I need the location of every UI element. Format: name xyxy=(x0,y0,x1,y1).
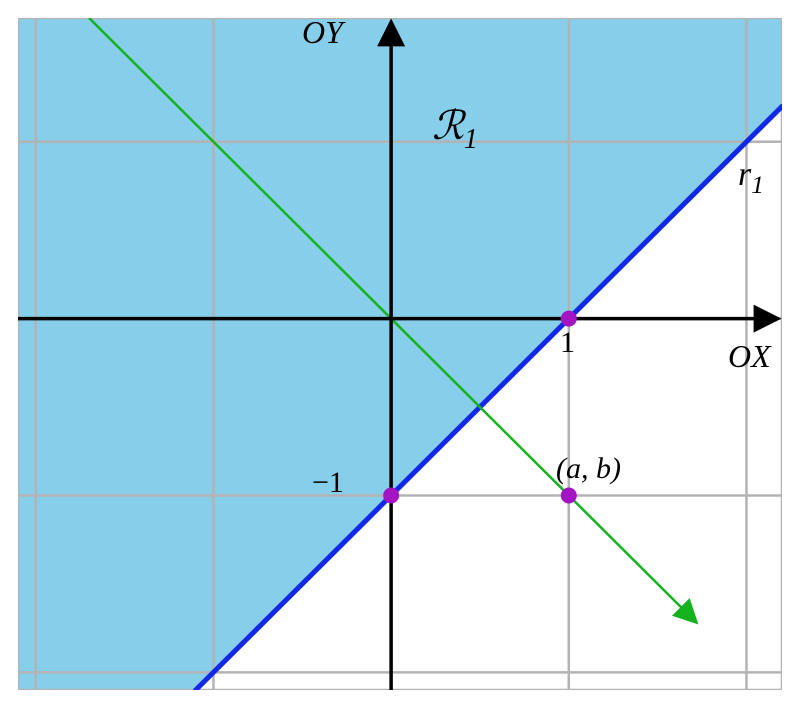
line-label-r1: r1 xyxy=(738,156,764,200)
region-label-r1: ℛ1 xyxy=(432,102,478,156)
axis-label-ox: OX xyxy=(728,338,771,375)
region-chart: OY OX ℛ1 r1 1 −1 (a, b) xyxy=(0,0,800,708)
chart-svg xyxy=(0,0,800,708)
tick-label-one: 1 xyxy=(560,326,575,360)
point-label-ab: (a, b) xyxy=(556,452,621,486)
axis-label-oy: OY xyxy=(302,14,343,51)
tick-label-minus-one: −1 xyxy=(312,466,344,500)
